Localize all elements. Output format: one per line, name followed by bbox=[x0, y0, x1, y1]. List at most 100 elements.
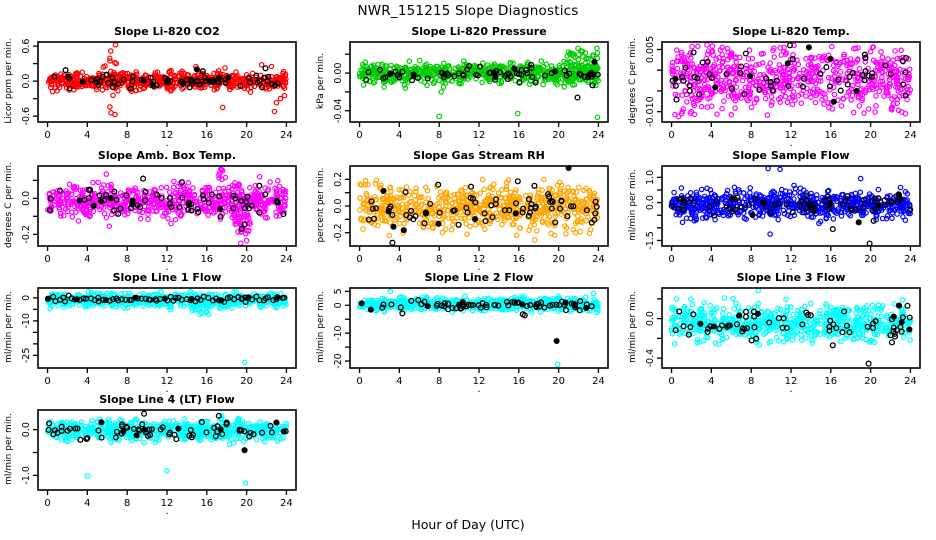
x-axis-sublabel: . bbox=[477, 384, 481, 395]
svg-text:4: 4 bbox=[396, 130, 402, 141]
y-axis: 0.0-1.0 bbox=[21, 422, 38, 485]
plot-canvas: 0.00 -0.04 0 4 8 12 16 20 24 bbox=[333, 41, 609, 141]
svg-text:8: 8 bbox=[436, 130, 442, 141]
svg-text:0.00: 0.00 bbox=[333, 62, 344, 83]
svg-text:0: 0 bbox=[356, 254, 362, 265]
x-axis-sublabel: . bbox=[789, 138, 793, 149]
flagged-points bbox=[45, 410, 289, 454]
data-points bbox=[356, 45, 602, 121]
svg-text:8: 8 bbox=[124, 254, 130, 265]
x-axis-sublabel: . bbox=[477, 138, 481, 149]
plot-frame bbox=[37, 409, 297, 491]
svg-text:20: 20 bbox=[240, 254, 253, 265]
subplot-title: Slope Li-820 Pressure bbox=[411, 25, 547, 38]
x-axis-sublabel: . bbox=[789, 384, 793, 395]
plot-frame bbox=[661, 287, 921, 369]
subplot-slope-line-1-flow: Slope Line 1 Flow ml/min per min. 0 -10 -2… bbox=[0, 270, 312, 395]
svg-text:0.2: 0.2 bbox=[333, 172, 344, 187]
flagged-points bbox=[672, 302, 913, 367]
svg-text:16: 16 bbox=[200, 376, 213, 387]
svg-text:8: 8 bbox=[124, 376, 130, 387]
svg-text:0.0: 0.0 bbox=[21, 74, 32, 89]
data-points bbox=[356, 288, 601, 368]
svg-text:0: 0 bbox=[44, 254, 50, 265]
svg-text:0: 0 bbox=[668, 130, 674, 141]
plot-frame bbox=[661, 41, 921, 123]
subplot-title: Slope Gas Stream RH bbox=[413, 149, 545, 162]
svg-text:0.0: 0.0 bbox=[21, 191, 32, 206]
svg-text:20: 20 bbox=[864, 254, 877, 265]
svg-text:-0.010: -0.010 bbox=[645, 96, 656, 127]
subplot-slope-li-820-co2: Slope Li-820 CO2 Licor ppm per min. 0.6 0… bbox=[0, 24, 312, 149]
figure-title: NWR_151215 Slope Diagnostics bbox=[357, 3, 579, 19]
svg-text:0.0: 0.0 bbox=[333, 198, 344, 213]
subplot-slope-line-4-lt-flow: Slope Line 4 (LT) Flow ml/min per min. 0… bbox=[0, 392, 312, 517]
svg-text:1.0: 1.0 bbox=[645, 170, 656, 185]
y-axis: 50-10-20 bbox=[333, 288, 350, 369]
x-axis: 0 4 8 12 16 20 24 bbox=[356, 368, 605, 387]
data-points bbox=[669, 42, 914, 120]
subplot-title: Slope Line 1 Flow bbox=[112, 271, 222, 284]
subplot-title: Slope Line 3 Flow bbox=[736, 271, 846, 284]
flagged-points bbox=[51, 65, 282, 92]
svg-text:4: 4 bbox=[396, 254, 402, 265]
y-axis: 0.6 0.0 -0.6 bbox=[21, 39, 38, 126]
x-axis: 0 4 8 12 16 20 24 bbox=[668, 246, 917, 265]
svg-text:16: 16 bbox=[200, 254, 213, 265]
plot-canvas: 1.0 0.0 -1.5 0 4 8 12 16 20 24 bbox=[645, 165, 921, 265]
plot-canvas: 0.0 -0.2 0 4 8 12 16 20 24 bbox=[21, 165, 297, 265]
data-points bbox=[45, 165, 289, 247]
subplot-slope-line-2-flow: Slope Line 2 Flow ml/min per min. 5 0 -10-… bbox=[312, 270, 624, 395]
x-axis: 0 4 8 12 16 20 24 bbox=[44, 490, 293, 509]
plot-frame bbox=[661, 165, 921, 247]
svg-text:-10: -10 bbox=[21, 313, 32, 329]
plot-canvas: 0.0-0.4 0 4 8 12 16 20 24 bbox=[645, 287, 921, 387]
svg-text:0: 0 bbox=[44, 376, 50, 387]
flagged-points bbox=[363, 58, 601, 101]
x-axis-sublabel: . bbox=[165, 384, 169, 395]
svg-text:16: 16 bbox=[824, 254, 837, 265]
plot-canvas: 50-10-20 0 4 8 12 16 20 24 bbox=[333, 287, 609, 387]
svg-text:-0.2: -0.2 bbox=[333, 223, 344, 242]
subplot-title: Slope Line 2 Flow bbox=[424, 271, 534, 284]
svg-text:20: 20 bbox=[240, 376, 253, 387]
subplot-title: Slope Amb. Box Temp. bbox=[97, 149, 237, 162]
y-axis: 0.2 0.0 -0.2 bbox=[333, 172, 350, 242]
subplot-slope-line-3-flow: Slope Line 3 Flow ml/min per min. 0.0 -0.… bbox=[624, 270, 936, 395]
svg-text:0: 0 bbox=[668, 254, 674, 265]
x-axis-label: Hour of Day (UTC) bbox=[411, 517, 525, 532]
flagged-points bbox=[669, 42, 910, 105]
x-axis: 0 4 8 12 16 20 24 bbox=[44, 246, 293, 265]
svg-text:24: 24 bbox=[280, 130, 293, 141]
subplot-title: Slope Li-820 CO2 bbox=[114, 25, 220, 38]
svg-text:24: 24 bbox=[280, 376, 293, 387]
svg-text:-0.6: -0.6 bbox=[21, 107, 32, 126]
y-axis: 0.0 -0.2 bbox=[21, 179, 38, 244]
x-axis: 0 4 8 12 16 20 24 bbox=[356, 122, 605, 141]
svg-text:4: 4 bbox=[708, 254, 714, 265]
svg-text:-25: -25 bbox=[21, 348, 32, 364]
svg-text:20: 20 bbox=[552, 130, 565, 141]
plot-frame bbox=[349, 287, 609, 369]
subplot-slope-amb-box-temp: Slope Amb. Box Temp. degrees C per min. … bbox=[0, 148, 312, 273]
y-axis: 0.005 -0.010 bbox=[645, 36, 662, 127]
y-axis: 0.0-0.4 bbox=[645, 298, 662, 367]
x-axis: 0 4 8 12 16 20 24 bbox=[668, 368, 917, 387]
svg-text:8: 8 bbox=[124, 130, 130, 141]
svg-text:12: 12 bbox=[785, 254, 798, 265]
svg-text:0.6: 0.6 bbox=[21, 39, 32, 54]
svg-text:0: 0 bbox=[356, 130, 362, 141]
subplot-slope-li-820-temp: Slope Li-820 Temp. degrees C per min. 0.… bbox=[624, 24, 936, 149]
subplot-title: Slope Sample Flow bbox=[732, 149, 850, 162]
x-axis: 0 4 8 12 16 20 24 bbox=[356, 246, 605, 265]
svg-text:16: 16 bbox=[824, 130, 837, 141]
svg-text:-0.04: -0.04 bbox=[333, 98, 344, 123]
svg-text:4: 4 bbox=[708, 130, 714, 141]
svg-text:20: 20 bbox=[240, 130, 253, 141]
svg-text:4: 4 bbox=[84, 130, 90, 141]
x-axis-sublabel: . bbox=[165, 262, 169, 273]
x-axis-sublabel: . bbox=[477, 262, 481, 273]
svg-text:12: 12 bbox=[161, 376, 174, 387]
svg-text:12: 12 bbox=[161, 254, 174, 265]
